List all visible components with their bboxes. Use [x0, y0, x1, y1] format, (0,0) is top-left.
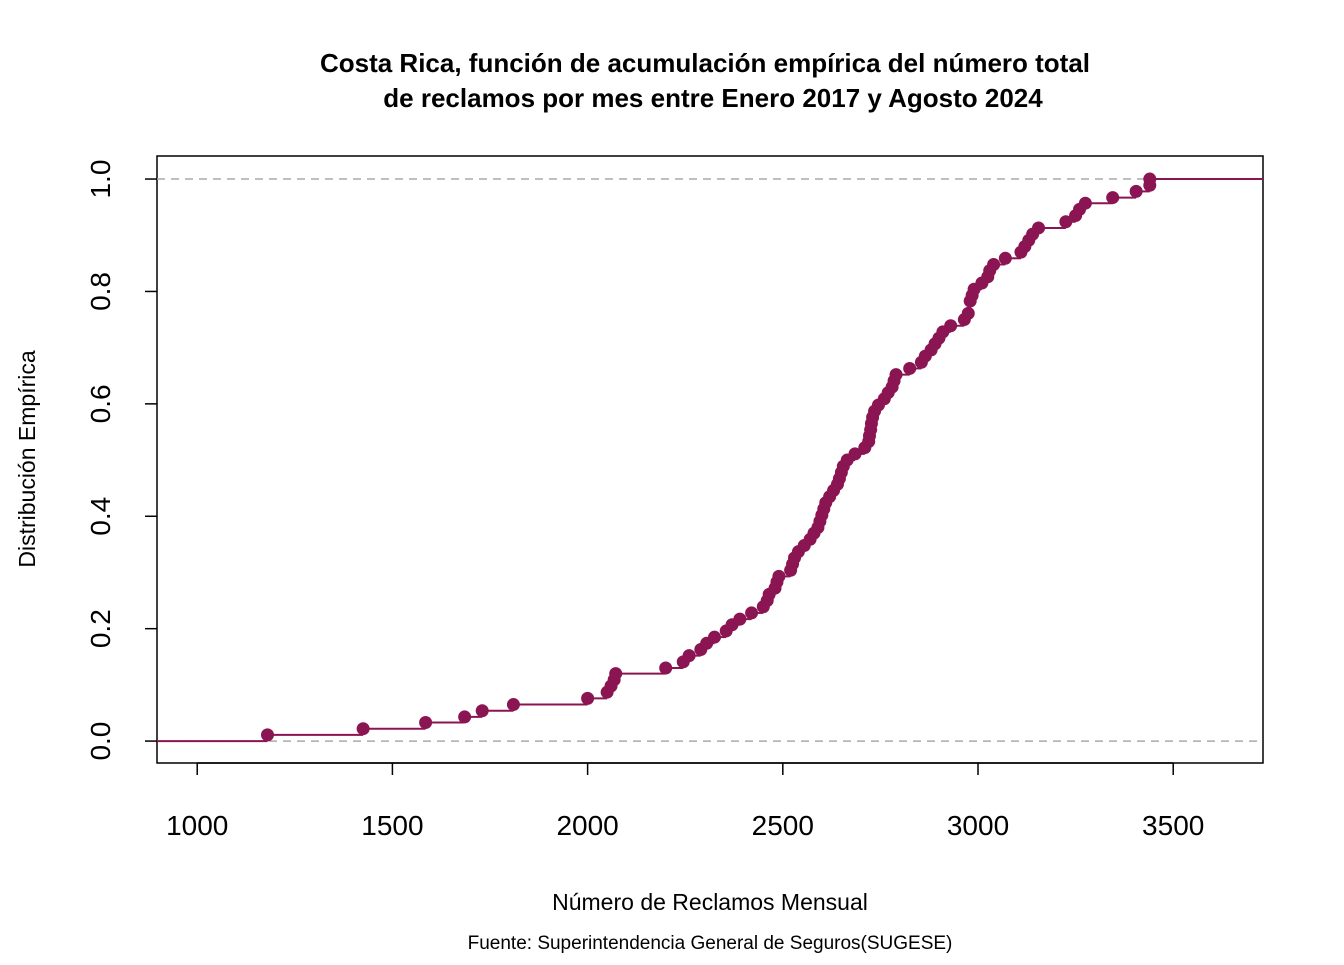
- chart-title: de reclamos por mes entre Enero 2017 y A…: [383, 83, 1043, 113]
- point: [903, 361, 917, 375]
- point: [1059, 215, 1073, 229]
- point: [889, 368, 903, 382]
- point: [581, 691, 595, 705]
- point: [458, 710, 472, 724]
- point: [419, 716, 433, 730]
- point: [944, 319, 958, 333]
- point: [260, 728, 274, 742]
- y-tick-label: 0.2: [85, 609, 116, 648]
- y-tick-label: 0.6: [85, 384, 116, 423]
- x-tick-label: 1500: [361, 810, 423, 841]
- chart-title: Costa Rica, función de acumulación empír…: [320, 48, 1090, 78]
- y-axis-label: Distribución Empírica: [14, 350, 40, 567]
- point: [506, 698, 520, 712]
- y-tick-label: 0.4: [85, 497, 116, 536]
- x-tick-label: 3000: [947, 810, 1009, 841]
- point: [1078, 196, 1092, 210]
- x-tick-label: 2500: [752, 810, 814, 841]
- x-tick-label: 3500: [1142, 810, 1204, 841]
- point: [475, 704, 489, 718]
- point: [745, 606, 759, 620]
- y-tick-label: 1.0: [85, 160, 116, 199]
- point: [987, 257, 1001, 271]
- point: [733, 612, 747, 626]
- y-tick-label: 0.8: [85, 272, 116, 311]
- point: [1106, 191, 1120, 205]
- point: [609, 667, 623, 681]
- point: [356, 722, 370, 736]
- x-axis-label: Número de Reclamos Mensual: [552, 889, 868, 915]
- y-tick-label: 0.0: [85, 722, 116, 761]
- point: [961, 306, 975, 320]
- point: [848, 447, 862, 461]
- caption: Fuente: Superintendencia General de Segu…: [468, 933, 953, 954]
- point: [659, 661, 673, 675]
- point: [1143, 172, 1157, 186]
- plot-frame: [156, 155, 1264, 764]
- point: [682, 649, 696, 663]
- point: [707, 630, 721, 644]
- point: [772, 569, 786, 583]
- point: [998, 251, 1012, 265]
- x-tick-label: 2000: [556, 810, 618, 841]
- x-tick-label: 1000: [166, 810, 228, 841]
- point: [1129, 184, 1143, 198]
- point: [1032, 221, 1046, 235]
